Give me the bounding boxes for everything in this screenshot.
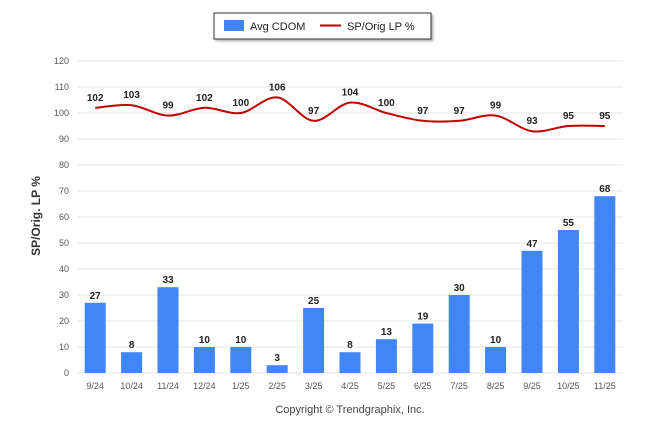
y-tick-label: 80: [59, 160, 69, 170]
copyright-footer: Copyright © Trendgraphix, Inc.: [275, 404, 424, 416]
y-tick-label: 20: [59, 316, 69, 326]
line-path: [95, 96, 605, 133]
y-tick-label: 30: [59, 290, 69, 300]
bar: [521, 250, 543, 373]
y-tick-label: 90: [59, 134, 69, 144]
line-value-label: 104: [342, 88, 359, 99]
y-axis-label: SP/Orig. LP %: [29, 176, 43, 256]
bar-value-label: 30: [454, 283, 466, 294]
y-tick-label: 0: [64, 368, 69, 378]
y-tick-label: 60: [59, 212, 69, 222]
line-value-label: 102: [196, 93, 213, 104]
y-axis-ticks: 0 10 20 30 40 50 60 70 80 90 100 110 120: [54, 56, 69, 378]
legend-label-bar: Avg CDOM: [250, 21, 305, 33]
bar-value-label: 47: [526, 239, 538, 250]
bar-value-label: 19: [417, 312, 429, 323]
y-tick-label: 100: [54, 108, 69, 118]
x-tick-label: 11/24: [157, 381, 179, 391]
x-tick-label: 2/25: [268, 381, 286, 391]
x-tick-label: 4/25: [341, 381, 359, 391]
bar-value-label: 3: [274, 353, 280, 364]
bar: [303, 308, 325, 373]
legend: Avg CDOM SP/Orig LP %: [213, 12, 432, 40]
bar-value-label: 25: [308, 296, 320, 307]
bar-value-label: 8: [347, 340, 353, 351]
y-tick-label: 70: [59, 186, 69, 196]
line-data-labels: 102 103 99 102 100 106 97 104 100 97 97 99 93 95 95: [87, 82, 611, 127]
bar: [594, 196, 616, 373]
x-tick-label: 1/25: [232, 381, 250, 391]
x-tick-label: 9/25: [523, 381, 541, 391]
bar: [375, 339, 397, 373]
y-tick-label: 50: [59, 238, 69, 248]
line-value-label: 102: [87, 93, 104, 104]
line-value-label: 97: [308, 106, 320, 117]
bar: [557, 230, 579, 373]
x-tick-label: 6/25: [414, 381, 432, 391]
bar-value-label: 10: [235, 335, 247, 346]
line-value-label: 106: [269, 82, 286, 93]
bar-value-label: 8: [129, 340, 135, 351]
x-tick-label: 5/25: [378, 381, 396, 391]
line-series: [95, 96, 605, 133]
bar-value-label: 33: [162, 275, 174, 286]
x-axis-ticks: 9/24 10/24 11/24 12/24 1/25 2/25 3/25 4/25 5/25 6…: [86, 381, 615, 391]
bar-value-label: 13: [381, 327, 393, 338]
x-tick-label: 8/25: [487, 381, 505, 391]
x-tick-label: 11/25: [594, 381, 616, 391]
line-value-label: 99: [490, 101, 502, 112]
bar: [448, 295, 470, 373]
line-value-label: 95: [599, 111, 611, 122]
line-value-label: 97: [417, 106, 429, 117]
x-tick-label: 7/25: [450, 381, 468, 391]
line-value-label: 103: [123, 90, 140, 101]
bar: [193, 347, 215, 373]
bar: [230, 347, 252, 373]
y-tick-label: 10: [59, 342, 69, 352]
line-value-label: 100: [378, 98, 395, 109]
y-tick-label: 40: [59, 264, 69, 274]
line-value-label: 100: [232, 98, 249, 109]
legend-box: [213, 12, 432, 40]
legend-swatch-bar: [224, 20, 244, 31]
legend-label-line: SP/Orig LP %: [347, 21, 415, 33]
line-value-label: 97: [454, 106, 466, 117]
line-value-label: 99: [162, 101, 174, 112]
bar: [412, 323, 434, 373]
bar: [485, 347, 507, 373]
y-tick-label: 120: [54, 56, 69, 66]
bar-series: [84, 196, 616, 373]
x-tick-label: 9/24: [86, 381, 104, 391]
x-tick-label: 12/24: [193, 381, 216, 391]
bar: [84, 302, 106, 373]
bar-value-label: 10: [199, 335, 211, 346]
bar-value-label: 10: [490, 335, 502, 346]
line-value-label: 93: [526, 116, 538, 127]
bar-value-label: 68: [599, 184, 611, 195]
bar: [157, 287, 179, 373]
x-tick-label: 10/25: [557, 381, 580, 391]
bar: [339, 352, 361, 373]
bar-data-labels: 27 8 33 10 10 3 25 8 13 19 30 10 47 55 68: [90, 184, 611, 364]
y-tick-label: 110: [55, 82, 69, 92]
bar-value-label: 55: [563, 218, 575, 229]
bar-value-label: 27: [90, 291, 102, 302]
bar: [121, 352, 143, 373]
x-tick-label: 10/24: [120, 381, 143, 391]
bar: [266, 365, 288, 373]
x-tick-label: 3/25: [305, 381, 323, 391]
line-value-label: 95: [563, 111, 575, 122]
